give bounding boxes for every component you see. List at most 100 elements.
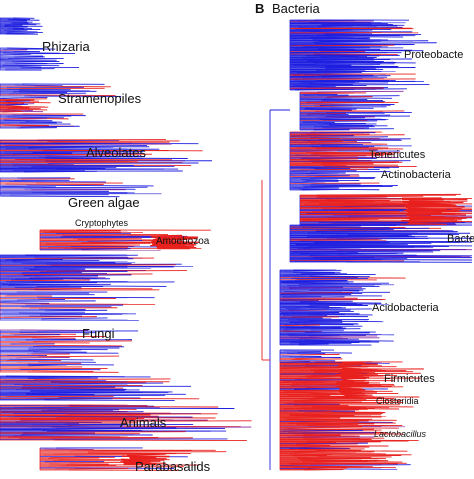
- upper-fungi-clade-tip: [34, 288, 153, 289]
- proteobacteria-clade-tip: [323, 30, 372, 31]
- rhizaria-clade-tip: [7, 28, 32, 29]
- amoebozoa-clade-tip: [73, 238, 142, 239]
- upper-fungi-clade-tip: [8, 284, 111, 285]
- acidobacteria-clade-tip: [305, 332, 343, 333]
- fungi-mid-clade-tip: [17, 299, 65, 300]
- bacteroidetes-upper-tip: [330, 195, 456, 196]
- fungi-lower-clade-tip: [9, 359, 93, 360]
- animals-upper-tip: [58, 397, 140, 398]
- firmicutes-cluster: [344, 364, 376, 365]
- fungi-mid-clade-tip: [4, 317, 97, 318]
- rhizaria-lower-clade-tip: [7, 48, 43, 49]
- label-fungi: Fungi: [82, 327, 115, 340]
- upper-fungi-clade-tip: [34, 280, 90, 281]
- actinobacteria-clade-tip: [315, 176, 360, 177]
- mid-blue-clade-tip: [281, 293, 362, 294]
- proteobacteria-lower-clade-tip: [315, 118, 365, 119]
- label-rhizaria: Rhizaria: [42, 40, 90, 53]
- proteobacteria-clade-tip: [294, 48, 370, 49]
- stramenopiles-lower-tip: [3, 119, 47, 120]
- parabasalids-clade-tip: [69, 451, 192, 452]
- acidobacteria-lower-tip: [291, 359, 342, 360]
- label-proteobacteria: Proteobacte: [404, 50, 463, 61]
- bacteroidetes-lower-tip: [300, 240, 378, 241]
- tenericutes-clade-tip: [301, 134, 370, 135]
- stramenopiles-upper-tip: [15, 85, 63, 86]
- label-green-algae: Green algae: [68, 196, 140, 209]
- proteobacteria-lower-clade-tip: [301, 121, 377, 122]
- stramenopiles-red-tip: [8, 99, 47, 100]
- firmicutes-clade-tip: [306, 440, 368, 441]
- firmicutes-clade-tip: [307, 467, 346, 468]
- firmicutes-cluster: [336, 382, 369, 383]
- stramenopiles-lower-tip: [4, 125, 49, 126]
- stramenopiles-upper-tip: [35, 86, 111, 87]
- stramenopiles-red-tip: [3, 111, 23, 112]
- fungi-lower-clade-tip: [32, 371, 93, 372]
- fungi-mid-clade-tip: [41, 318, 107, 319]
- proteobacteria-lower-clade-tip: [318, 115, 390, 116]
- firmicutes-clade-tip: [315, 461, 368, 462]
- fungi-lower-clade-tip: [16, 357, 70, 358]
- tenericutes-clade-tip: [325, 135, 405, 136]
- bacteroidetes-cluster: [406, 206, 453, 207]
- label-amoebozoa: Amoebozoa: [156, 237, 209, 247]
- green-algae-clade-tip: [2, 186, 56, 187]
- fungi-lower-clade-tip: [9, 334, 76, 335]
- proteobacteria-clade-tip: [297, 26, 353, 27]
- fungi-mid-clade-tip: [19, 313, 136, 314]
- proteobacteria-clade-tip: [295, 45, 394, 46]
- amoebozoa-clade-tip: [46, 243, 151, 244]
- fungi-lower-clade-tip: [36, 345, 122, 346]
- stramenopiles-lower-tip: [5, 117, 64, 118]
- label-stramenopiles: Stramenopiles: [58, 92, 141, 105]
- alveolates-clade-tip: [47, 141, 179, 142]
- label-acidobacteria: Acidobacteria: [372, 303, 439, 314]
- alveolates-clade-tip: [34, 169, 164, 170]
- proteobacteria-clade-tip: [328, 43, 437, 44]
- actinobacteria-clade-tip: [290, 173, 338, 174]
- label-bacteroidetes: Bacte: [447, 234, 474, 245]
- animals-clade-tip: [19, 438, 192, 439]
- label-animals: Animals: [120, 416, 166, 429]
- rhizaria-lower-clade-tip: [19, 67, 41, 68]
- actinobacteria-clade-tip: [310, 168, 350, 169]
- green-algae-clade-tip: [5, 184, 103, 185]
- proteobacteria-lower-clade-tip: [315, 111, 405, 112]
- upper-fungi-clade-tip: [5, 260, 63, 261]
- mid-blue-clade-tip: [293, 270, 342, 271]
- acidobacteria-lower-tip: [297, 352, 352, 353]
- proteobacteria-lower-clade-tip: [318, 96, 400, 97]
- bacteroidetes-lower-tip: [307, 233, 470, 234]
- label-alveolates: Alveolates: [86, 146, 146, 159]
- firmicutes-cluster: [345, 370, 372, 371]
- firmicutes-clade-tip: [309, 424, 359, 425]
- bacteroidetes-cluster: [409, 222, 462, 223]
- upper-fungi-clade-tip: [35, 259, 133, 260]
- firmicutes-clade-tip: [311, 465, 411, 466]
- firmicutes-cluster: [338, 372, 375, 373]
- bacteroidetes-lower-tip: [322, 225, 472, 226]
- mid-blue-clade-tip: [283, 297, 345, 298]
- firmicutes-cluster: [336, 397, 362, 398]
- upper-fungi-clade-tip: [40, 271, 128, 272]
- tenericutes-clade-tip: [302, 140, 402, 141]
- rhizaria-lower-clade-tip: [0, 60, 57, 61]
- fungi-lower-clade-tip: [33, 352, 87, 353]
- fungi-lower-clade-tip: [27, 364, 114, 365]
- rhizaria-clade-tip: [1, 22, 33, 23]
- animals-clade-tip: [53, 432, 186, 433]
- fungi-lower-clade-tip: [25, 340, 132, 341]
- proteobacteria-lower-clade-tip: [317, 91, 404, 92]
- firmicutes-clade-tip: [303, 429, 374, 430]
- firmicutes-clade-tip: [280, 417, 341, 418]
- panel-b-letter: B: [255, 1, 264, 16]
- tenericutes-clade-tip: [303, 142, 357, 143]
- label-lactobacillus: Lactobacillus: [374, 430, 426, 439]
- parabasalids-clade-tip: [44, 449, 94, 450]
- firmicutes-clade-tip: [297, 422, 358, 423]
- label-tenericutes: Tenericutes: [369, 150, 425, 161]
- acidobacteria-clade-tip: [287, 321, 368, 322]
- firmicutes-cluster: [341, 387, 373, 388]
